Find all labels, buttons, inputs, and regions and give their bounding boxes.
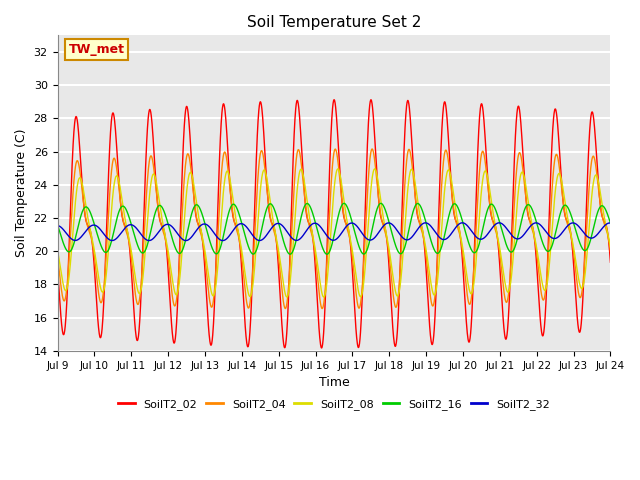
X-axis label: Time: Time	[319, 376, 349, 389]
Title: Soil Temperature Set 2: Soil Temperature Set 2	[247, 15, 421, 30]
Text: TW_met: TW_met	[68, 43, 125, 56]
Y-axis label: Soil Temperature (C): Soil Temperature (C)	[15, 129, 28, 257]
Legend: SoilT2_02, SoilT2_04, SoilT2_08, SoilT2_16, SoilT2_32: SoilT2_02, SoilT2_04, SoilT2_08, SoilT2_…	[113, 395, 554, 415]
